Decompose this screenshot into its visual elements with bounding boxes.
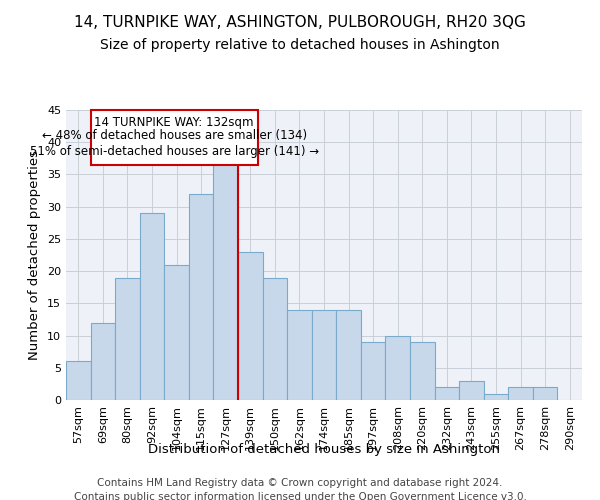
Bar (459, 380, 484, 400)
Text: Contains public sector information licensed under the Open Government Licence v3: Contains public sector information licen… (74, 492, 526, 500)
Text: 14, TURNPIKE WAY, ASHINGTON, PULBOROUGH, RH20 3QG: 14, TURNPIKE WAY, ASHINGTON, PULBOROUGH,… (74, 15, 526, 30)
Bar (287, 310, 312, 400)
Text: 14 TURNPIKE WAY: 132sqm: 14 TURNPIKE WAY: 132sqm (94, 116, 254, 130)
Bar (189, 194, 214, 400)
Text: 51% of semi-detached houses are larger (141) →: 51% of semi-detached houses are larger (… (29, 146, 319, 158)
Bar (336, 310, 361, 400)
Bar (533, 387, 557, 400)
Bar (410, 342, 434, 400)
Bar (115, 278, 140, 400)
Y-axis label: Number of detached properties: Number of detached properties (28, 150, 41, 360)
Text: Distribution of detached houses by size in Ashington: Distribution of detached houses by size … (148, 442, 500, 456)
Bar (164, 264, 189, 400)
Bar (214, 162, 238, 400)
Bar (263, 278, 287, 400)
Bar (434, 387, 459, 400)
Text: Contains HM Land Registry data © Crown copyright and database right 2024.: Contains HM Land Registry data © Crown c… (97, 478, 503, 488)
Bar (238, 252, 263, 400)
Bar (91, 322, 115, 400)
Bar (66, 362, 91, 400)
Bar (361, 342, 385, 400)
Bar (312, 310, 336, 400)
Bar (508, 387, 533, 400)
Bar (484, 394, 508, 400)
Text: Size of property relative to detached houses in Ashington: Size of property relative to detached ho… (100, 38, 500, 52)
FancyBboxPatch shape (91, 110, 257, 165)
Bar (140, 213, 164, 400)
Text: ← 48% of detached houses are smaller (134): ← 48% of detached houses are smaller (13… (41, 130, 307, 142)
Bar (385, 336, 410, 400)
